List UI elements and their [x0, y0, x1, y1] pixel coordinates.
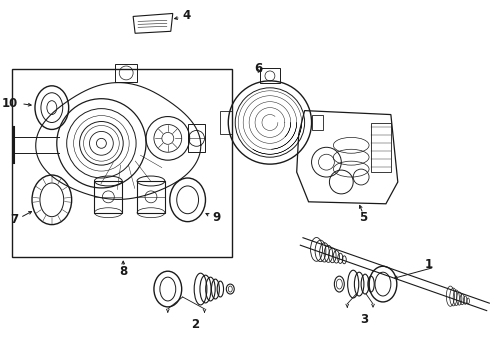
Text: 7: 7 [10, 213, 18, 226]
Bar [137, 181, 165, 213]
Bar [371, 122, 391, 172]
Bar [260, 68, 280, 83]
Bar [312, 114, 323, 130]
Bar [220, 111, 232, 134]
Text: 1: 1 [424, 258, 433, 271]
Text: 2: 2 [192, 318, 199, 331]
Text: 5: 5 [359, 211, 367, 224]
Text: 4: 4 [183, 9, 191, 22]
Text: 6: 6 [254, 63, 262, 76]
Text: 9: 9 [213, 211, 220, 224]
Text: 10: 10 [2, 97, 18, 110]
Text: 3: 3 [360, 313, 368, 326]
Bar [12, 69, 232, 257]
Bar [115, 64, 137, 82]
Text: 8: 8 [119, 265, 127, 278]
Bar [95, 181, 122, 213]
Bar [188, 125, 205, 152]
